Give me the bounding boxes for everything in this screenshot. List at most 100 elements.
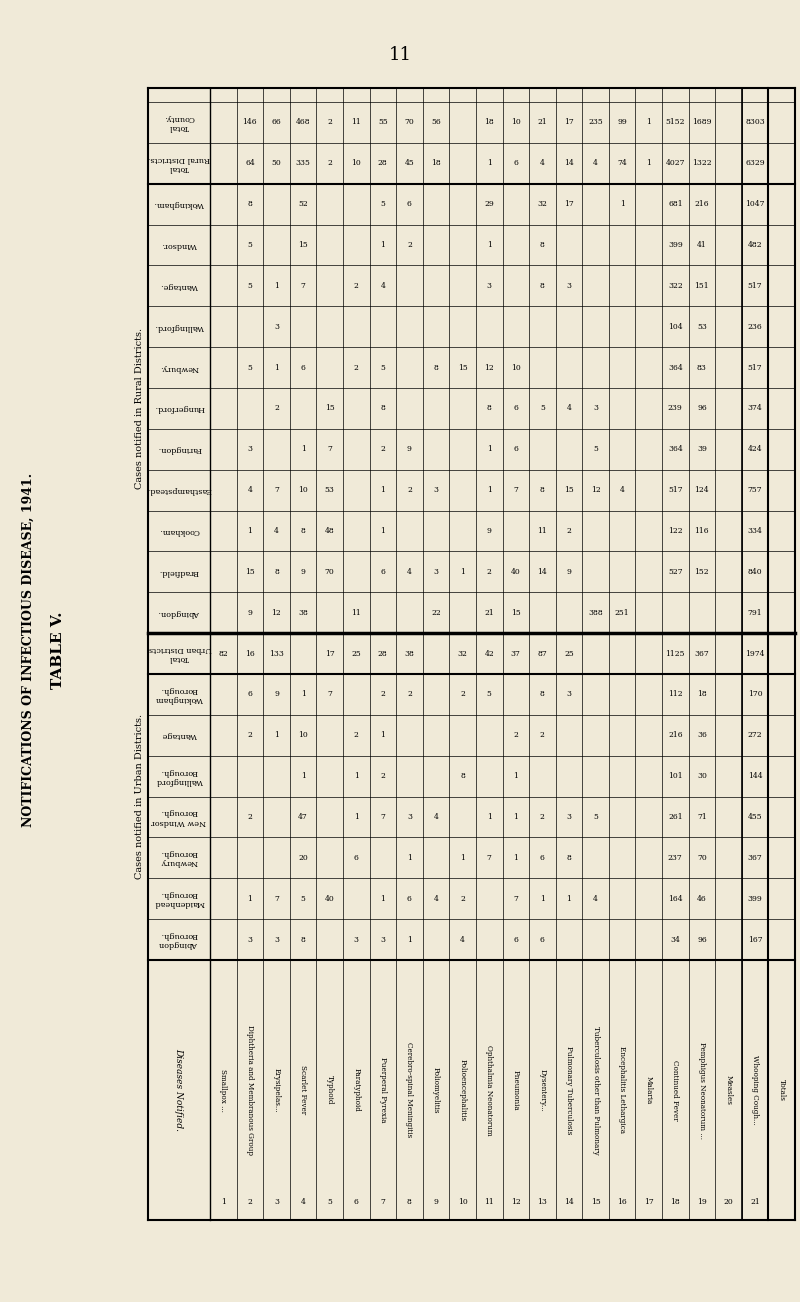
Text: 1: 1 [646,118,651,126]
Text: Tuberculosis other than Pulmonary: Tuberculosis other than Pulmonary [591,1026,599,1155]
Text: Wantage.: Wantage. [160,281,198,290]
Text: 1: 1 [486,486,492,495]
Text: 96: 96 [697,405,707,413]
Text: 4: 4 [540,159,545,167]
Text: 482: 482 [748,241,762,249]
Text: Newbury
Borough.: Newbury Borough. [160,849,198,866]
Text: 116: 116 [694,527,710,535]
Text: Cerebro-spinal Meningitis: Cerebro-spinal Meningitis [406,1043,414,1138]
Text: 170: 170 [748,690,762,698]
Text: 25: 25 [351,650,361,658]
Text: 11: 11 [538,527,547,535]
Text: Total
Rural Districts.: Total Rural Districts. [148,155,210,172]
Text: 17: 17 [325,650,334,658]
Text: 2: 2 [247,1198,252,1206]
Text: 2: 2 [381,445,386,453]
Text: 3: 3 [434,486,438,495]
Text: 55: 55 [378,118,388,126]
Text: 3: 3 [486,281,492,290]
Text: 3: 3 [274,1198,279,1206]
Text: 6: 6 [407,201,412,208]
Text: 6: 6 [301,363,306,371]
Text: 32: 32 [538,201,547,208]
Text: 41: 41 [697,241,707,249]
Text: 1: 1 [221,1198,226,1206]
Text: 2: 2 [460,894,465,902]
Text: 5: 5 [381,201,386,208]
Text: 9: 9 [566,568,571,575]
Text: 9: 9 [301,568,306,575]
Text: 1: 1 [514,772,518,780]
Text: 388: 388 [588,609,603,617]
Text: Puerperal Pyrexia: Puerperal Pyrexia [379,1057,387,1122]
Text: 8: 8 [460,772,465,780]
Text: 8: 8 [301,936,306,944]
Text: 3: 3 [247,936,252,944]
Text: 7: 7 [301,281,306,290]
Text: Wallingford
Borough.: Wallingford Borough. [155,768,202,785]
Text: 4: 4 [301,1198,306,1206]
Text: 527: 527 [668,568,682,575]
Text: 3: 3 [407,812,412,822]
Text: 70: 70 [325,568,334,575]
Text: Typhoid: Typhoid [326,1075,334,1105]
Text: 334: 334 [748,527,762,535]
Text: 7: 7 [514,894,518,902]
Text: 2: 2 [540,812,545,822]
Text: Paratyphoid: Paratyphoid [352,1068,360,1112]
Text: 5: 5 [593,445,598,453]
Text: 8: 8 [407,1198,412,1206]
Text: 1: 1 [381,527,386,535]
Text: 3: 3 [566,690,571,698]
Text: 152: 152 [694,568,710,575]
Text: 4: 4 [407,568,412,575]
Text: 10: 10 [298,732,308,740]
Text: 40: 40 [325,894,334,902]
Text: 4: 4 [381,281,386,290]
Text: 5: 5 [247,241,252,249]
Text: 2: 2 [381,690,386,698]
Text: 6: 6 [514,405,518,413]
Text: 15: 15 [564,486,574,495]
Text: 14: 14 [564,1198,574,1206]
Text: 7: 7 [381,812,386,822]
Text: 4: 4 [274,527,279,535]
Text: 3: 3 [380,936,386,944]
Text: 1: 1 [274,281,279,290]
Text: 13: 13 [538,1198,547,1206]
Text: Poliomyelitis: Poliomyelitis [432,1066,440,1113]
Text: 99: 99 [618,118,627,126]
Text: 1: 1 [301,772,306,780]
Text: 1: 1 [460,568,465,575]
Text: Abingdon
Borough.: Abingdon Borough. [159,931,198,948]
Text: 17: 17 [644,1198,654,1206]
Text: 9: 9 [274,690,279,698]
Text: 5: 5 [301,894,306,902]
Text: 28: 28 [378,159,388,167]
Text: 2: 2 [247,812,252,822]
Text: 1: 1 [381,241,386,249]
Text: 101: 101 [668,772,682,780]
Text: 11: 11 [484,1198,494,1206]
Text: 2: 2 [407,690,412,698]
Text: 4: 4 [593,894,598,902]
Text: 3: 3 [566,281,571,290]
Text: 20: 20 [298,854,308,862]
Text: Malaria: Malaria [645,1075,653,1104]
Text: 1: 1 [566,894,571,902]
Text: 3: 3 [274,936,279,944]
Text: 39: 39 [697,445,707,453]
Text: Cases notified in Urban Districts.: Cases notified in Urban Districts. [135,713,145,879]
Text: 8: 8 [274,568,279,575]
Text: 3: 3 [434,568,438,575]
Text: 3: 3 [274,323,279,331]
Text: 7: 7 [327,445,332,453]
Text: 2: 2 [327,159,332,167]
Text: 236: 236 [748,323,762,331]
Text: Pulmonary Tuberculosis: Pulmonary Tuberculosis [565,1046,573,1134]
Text: 4: 4 [566,405,571,413]
Text: 7: 7 [381,1198,386,1206]
Text: 1: 1 [381,486,386,495]
Text: Wallingford.: Wallingford. [154,323,204,331]
Text: 9: 9 [486,527,492,535]
